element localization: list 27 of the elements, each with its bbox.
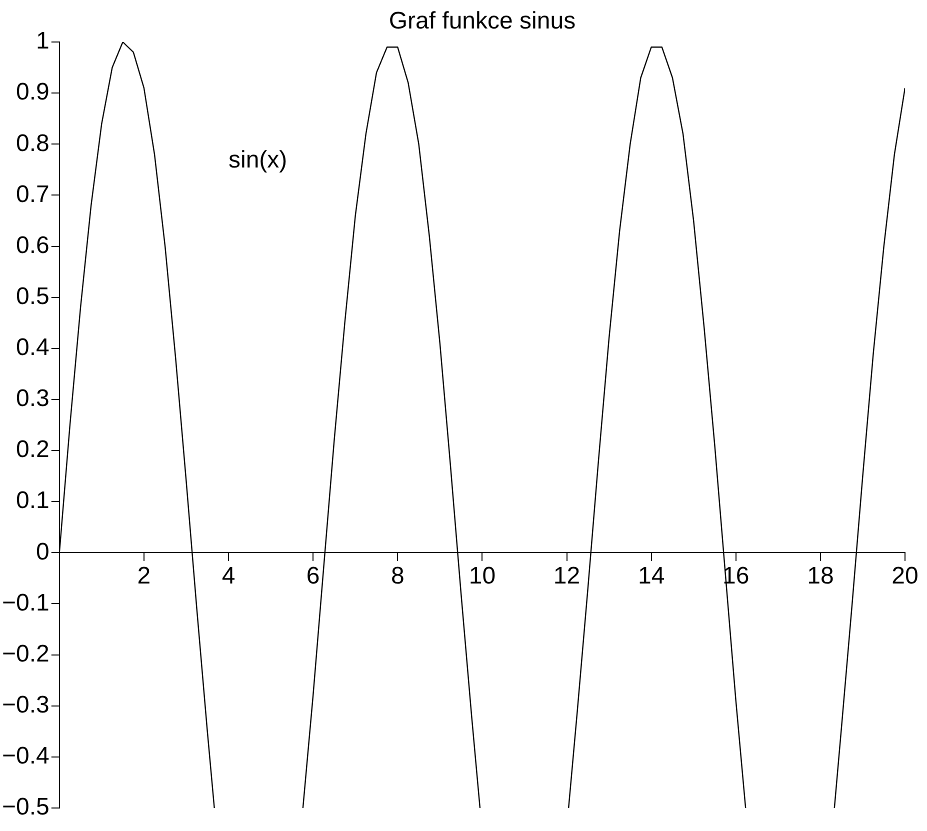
x-tick-label: 18 xyxy=(807,562,834,590)
y-tick-label: 1 xyxy=(36,28,50,55)
y-tick-label: −0.1 xyxy=(2,589,50,616)
y-tick-label: −0.4 xyxy=(2,742,50,770)
y-tick-label: 0.1 xyxy=(16,487,50,514)
chart-title: Graf funkce sinus xyxy=(388,8,576,35)
y-tick-label: 0.5 xyxy=(16,282,50,310)
y-tick-label: 0.3 xyxy=(16,385,50,412)
y-tick-label: 0.6 xyxy=(16,232,50,259)
x-tick-label: 14 xyxy=(638,562,665,590)
x-tick-label: 20 xyxy=(892,562,918,590)
y-tick-label: 0 xyxy=(36,538,50,566)
y-tick-label: −0.5 xyxy=(2,794,50,821)
x-tick-label: 4 xyxy=(222,562,236,590)
y-tick-label: 0.4 xyxy=(16,334,50,362)
annotation: sin(x) xyxy=(228,146,288,174)
y-tick-label: −0.2 xyxy=(2,640,50,668)
x-tick-label: 12 xyxy=(553,562,580,590)
y-tick-label: 0.2 xyxy=(16,436,50,464)
y-tick-label: −0.3 xyxy=(2,691,50,718)
y-tick-label: 0.9 xyxy=(16,78,50,106)
x-tick-label: 2 xyxy=(137,562,151,590)
x-tick-label: 10 xyxy=(468,562,496,590)
y-tick-label: 0.8 xyxy=(16,130,50,157)
x-tick-label: 6 xyxy=(306,562,320,590)
y-tick-label: 0.7 xyxy=(16,180,50,208)
x-tick-label: 8 xyxy=(390,562,404,590)
